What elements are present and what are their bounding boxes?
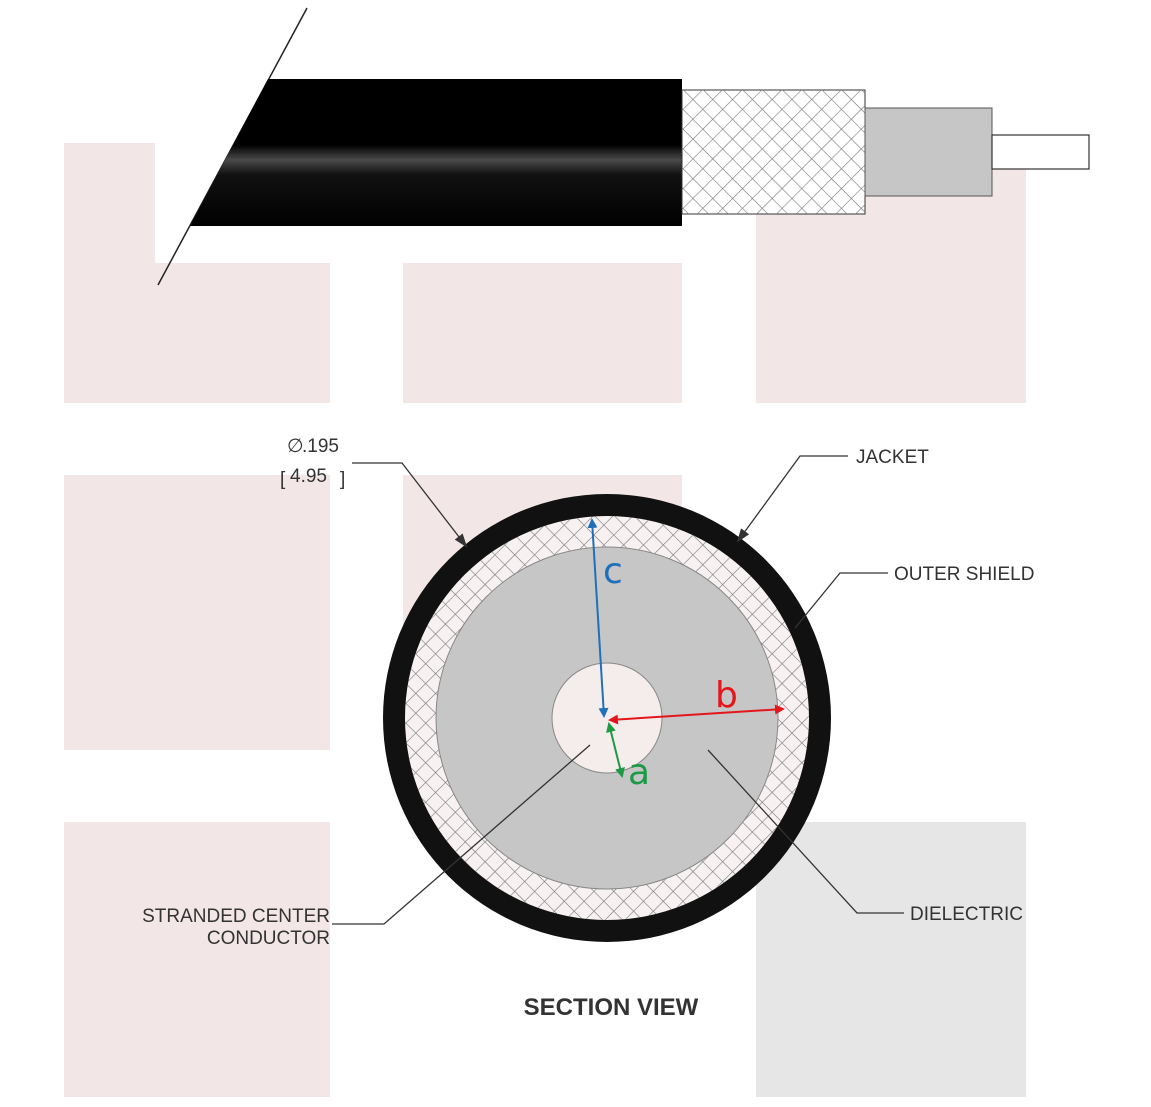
radius-b-arrow: [608, 704, 785, 725]
radius-c-label: c: [603, 551, 623, 592]
radius-a-label: a: [628, 752, 650, 793]
diameter-dimension: ∅ .195 [ 4.95 ]: [280, 436, 345, 490]
diameter-leader: [352, 462, 468, 548]
cable-section-view: [383, 494, 831, 942]
diameter-inches: .195: [302, 436, 339, 457]
center-conductor-label-line1: STRANDED CENTER: [142, 906, 330, 927]
shield-side-braid: [682, 90, 865, 214]
callout-labels: JACKET OUTER SHIELD DIELECTRIC STRANDED …: [142, 447, 1034, 1021]
background-block-mid-left: [64, 475, 330, 750]
diameter-bracket-open: [: [280, 469, 286, 490]
outer-shield-leader: [794, 572, 888, 629]
jacket-side: [190, 79, 682, 226]
center-conductor-label-line2: CONDUCTOR: [207, 928, 330, 949]
center-conductor-leader: [332, 744, 591, 925]
section-view-title: SECTION VIEW: [524, 994, 699, 1021]
leader-lines: [332, 455, 904, 925]
outer-shield-label: OUTER SHIELD: [894, 564, 1034, 585]
dielectric-label: DIELECTRIC: [910, 904, 1023, 925]
radius-markers: c b a: [587, 518, 785, 793]
background-block-top-center: [403, 263, 682, 403]
radius-c-arrow: [587, 518, 609, 718]
cable-side-view: [157, 7, 1090, 286]
background-block-bottom-right: [756, 822, 1026, 1097]
diameter-symbol: ∅: [287, 436, 304, 457]
jacket-leader: [736, 455, 848, 543]
dielectric-leader: [707, 749, 904, 914]
dielectric-side: [864, 107, 993, 197]
diameter-millimeters: 4.95: [290, 466, 327, 487]
background-block-bottom-left: [64, 822, 330, 1097]
radius-a-arrow: [606, 722, 625, 778]
jacket-label: JACKET: [856, 447, 929, 468]
radius-b-label: b: [715, 675, 738, 716]
diameter-bracket-close: ]: [340, 469, 345, 490]
background-block-top-left: [64, 143, 330, 403]
center-conductor-side: [991, 134, 1090, 170]
